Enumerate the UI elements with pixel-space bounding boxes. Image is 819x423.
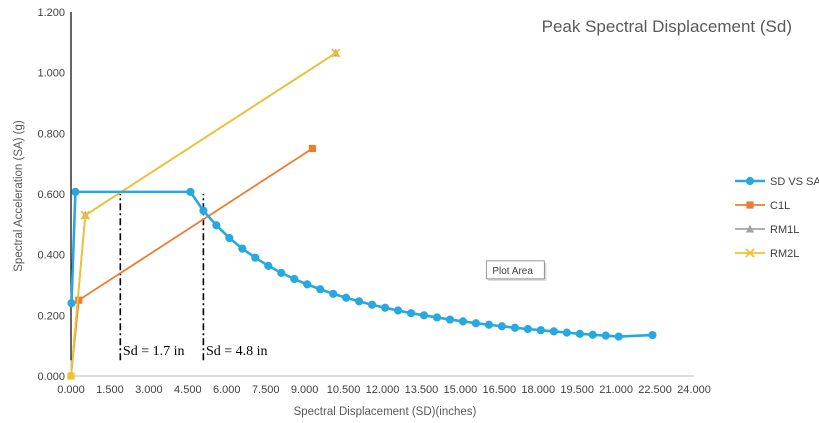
series-rm2l bbox=[70, 48, 341, 377]
y-tick-label: 0.800 bbox=[37, 128, 65, 140]
data-point[interactable] bbox=[419, 311, 429, 320]
x-axis-title: Spectral Displacement (SD)(inches) bbox=[294, 406, 477, 418]
legend-item[interactable]: RM2L bbox=[735, 248, 799, 260]
plot-area-tooltip: Plot Area bbox=[485, 260, 547, 281]
x-tick-label: 22.500 bbox=[638, 384, 672, 396]
data-point[interactable] bbox=[290, 274, 299, 284]
data-point[interactable] bbox=[588, 330, 597, 339]
x-tick-label: 12.000 bbox=[366, 384, 400, 396]
x-tick-label: 4.500 bbox=[174, 384, 202, 396]
data-point[interactable] bbox=[238, 244, 247, 253]
series-line bbox=[70, 147, 313, 377]
x-tick-label: 24.000 bbox=[677, 384, 711, 396]
y-tick-label: 0.000 bbox=[37, 371, 65, 383]
data-point[interactable] bbox=[75, 296, 83, 304]
x-tick-label: 15.000 bbox=[444, 384, 478, 396]
legend-label: RM2L bbox=[770, 248, 799, 260]
data-point[interactable] bbox=[601, 331, 610, 340]
annotation-label: Sd = 1.7 in bbox=[123, 344, 185, 359]
data-point[interactable] bbox=[562, 328, 571, 337]
data-point[interactable] bbox=[471, 319, 481, 328]
x-tick-label: 19.500 bbox=[560, 384, 594, 396]
data-point[interactable] bbox=[393, 306, 403, 315]
data-point[interactable] bbox=[510, 323, 519, 332]
data-point[interactable] bbox=[331, 48, 341, 58]
data-point[interactable] bbox=[549, 327, 558, 336]
tooltip-box bbox=[485, 260, 545, 280]
data-point[interactable] bbox=[342, 293, 351, 302]
y-tick-label: 0.200 bbox=[37, 310, 65, 322]
data-point[interactable] bbox=[212, 221, 221, 230]
data-point[interactable] bbox=[67, 299, 76, 308]
series-c1l bbox=[67, 144, 317, 380]
legend-label: C1L bbox=[770, 200, 790, 212]
data-point[interactable] bbox=[329, 289, 338, 298]
legend-item[interactable]: SD VS SA bbox=[735, 176, 819, 188]
x-tick-label: 6.000 bbox=[213, 384, 241, 396]
data-point[interactable] bbox=[575, 329, 584, 338]
x-tick-label: 0.000 bbox=[57, 384, 85, 396]
legend: SD VS SA C1L RM1L RM2L bbox=[735, 176, 819, 260]
x-tick-label: 18.000 bbox=[521, 384, 555, 396]
x-tick-label: 13.500 bbox=[405, 384, 439, 396]
data-point[interactable] bbox=[458, 317, 468, 326]
data-point[interactable] bbox=[445, 315, 455, 324]
data-point[interactable] bbox=[308, 144, 317, 153]
data-point[interactable] bbox=[225, 233, 234, 243]
legend-label: SD VS SA bbox=[770, 176, 819, 188]
data-point[interactable] bbox=[355, 297, 364, 306]
data-point[interactable] bbox=[277, 268, 286, 277]
y-tick-label: 0.600 bbox=[37, 189, 65, 201]
data-point[interactable] bbox=[380, 303, 390, 312]
x-tick-label: 9.000 bbox=[291, 384, 319, 396]
data-point[interactable] bbox=[264, 261, 273, 270]
data-point[interactable] bbox=[745, 248, 755, 258]
x-tick-label: 16.500 bbox=[482, 384, 516, 396]
data-point[interactable] bbox=[406, 309, 416, 318]
tooltip-label: Plot Area bbox=[492, 266, 533, 277]
x-tick-label: 1.500 bbox=[96, 384, 124, 396]
data-point[interactable] bbox=[316, 285, 325, 294]
legend-item[interactable]: RM1L bbox=[735, 224, 799, 236]
data-point[interactable] bbox=[80, 210, 90, 220]
data-point[interactable] bbox=[536, 326, 545, 335]
data-point[interactable] bbox=[186, 187, 195, 196]
data-point[interactable] bbox=[497, 322, 507, 331]
x-tick-label: 3.000 bbox=[135, 384, 163, 396]
data-point[interactable] bbox=[251, 253, 260, 262]
data-point[interactable] bbox=[368, 300, 377, 309]
y-tick-label: 0.400 bbox=[37, 250, 65, 262]
data-point[interactable] bbox=[523, 324, 532, 334]
legend-label: RM1L bbox=[770, 224, 799, 236]
data-point[interactable] bbox=[432, 313, 442, 322]
chart-title: Peak Spectral Displacement (Sd) bbox=[542, 17, 792, 36]
legend-item[interactable]: C1L bbox=[735, 200, 790, 212]
data-point[interactable] bbox=[303, 280, 312, 289]
y-tick-label: 1.000 bbox=[37, 68, 65, 80]
data-point[interactable] bbox=[648, 330, 657, 340]
data-point[interactable] bbox=[484, 320, 494, 329]
x-tick-label: 21.000 bbox=[599, 384, 633, 396]
series-line bbox=[70, 190, 653, 338]
data-point[interactable] bbox=[745, 176, 755, 186]
data-point[interactable] bbox=[614, 332, 623, 341]
data-point[interactable] bbox=[746, 201, 754, 209]
annotation-label: Sd = 4.8 in bbox=[206, 344, 268, 359]
series-sd-vs-sa bbox=[67, 187, 657, 341]
data-point[interactable] bbox=[71, 187, 80, 196]
plot-area[interactable]: 0.000 1.500 3.000 4.500 6.000 7.500 9.000 10.50… bbox=[37, 7, 710, 396]
y-axis-title: Spectral Acceleration (SA) (g) bbox=[13, 120, 25, 272]
x-tick-label: 10.500 bbox=[327, 384, 361, 396]
data-point[interactable] bbox=[745, 224, 755, 233]
y-tick-label: 1.200 bbox=[37, 7, 65, 19]
data-point[interactable] bbox=[199, 206, 208, 215]
x-tick-label: 7.500 bbox=[252, 384, 280, 396]
